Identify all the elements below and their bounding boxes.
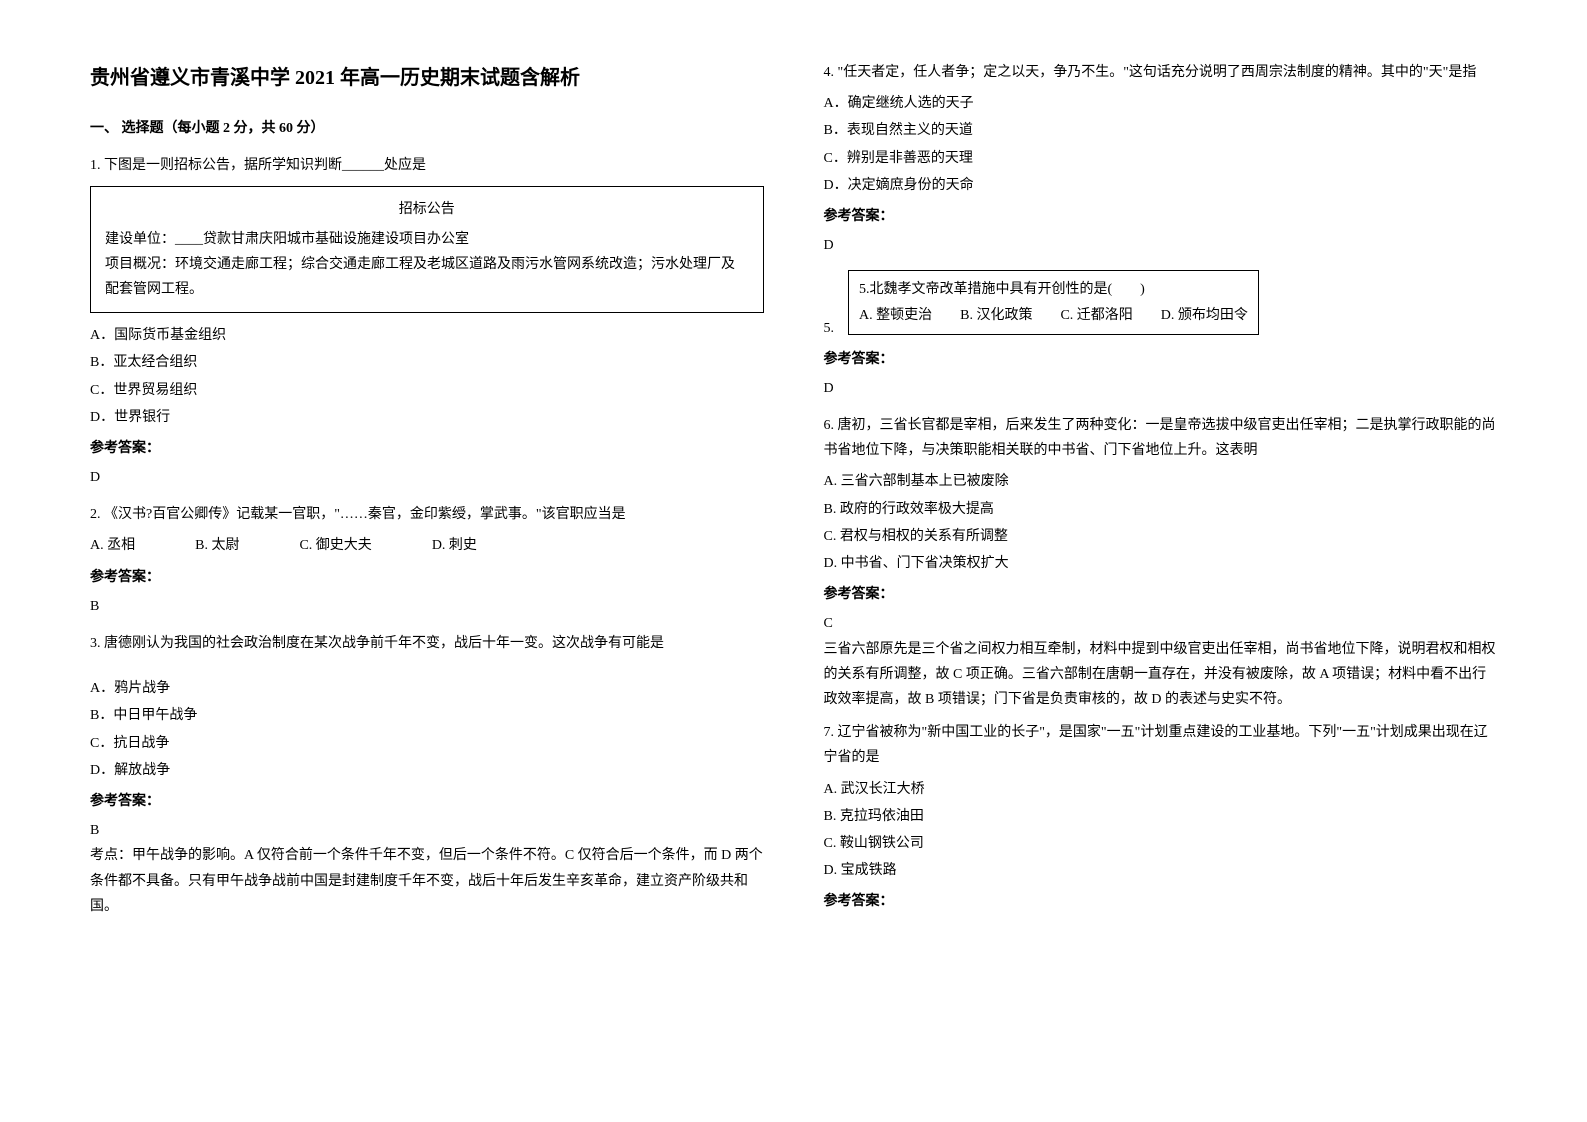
q4-options: A．确定继统人选的天子 B．表现自然主义的天道 C．辨别是非善恶的天理 D．决定… (824, 91, 1498, 198)
q2-opt-b: B. 太尉 (195, 533, 239, 558)
q2-options: A. 丞相 B. 太尉 C. 御史大夫 D. 刺史 (90, 533, 764, 558)
q1-answer-label: 参考答案： (90, 436, 764, 461)
q3-opt-b: B．中日甲午战争 (90, 703, 764, 728)
question-4: 4. "任天者定，任人者争；定之以天，争乃不生。"这句话充分说明了西周宗法制度的… (824, 60, 1498, 258)
q2-answer-label: 参考答案： (90, 565, 764, 590)
q6-options: A. 三省六部制基本上已被废除 B. 政府的行政效率极大提高 C. 君权与相权的… (824, 469, 1498, 576)
q3-answer-label: 参考答案： (90, 789, 764, 814)
q4-answer: D (824, 233, 1498, 258)
q3-opt-a: A．鸦片战争 (90, 676, 764, 701)
q4-answer-label: 参考答案： (824, 204, 1498, 229)
q5-answer: D (824, 376, 1498, 401)
q6-text: 6. 唐初，三省长官都是宰相，后来发生了两种变化：一是皇帝选拔中级官吏出任宰相；… (824, 413, 1498, 463)
q1-opt-a: A．国际货币基金组织 (90, 323, 764, 348)
q4-opt-c: C．辨别是非善恶的天理 (824, 146, 1498, 171)
q3-options: A．鸦片战争 B．中日甲午战争 C．抗日战争 D．解放战争 (90, 676, 764, 783)
right-column: 4. "任天者定，任人者争；定之以天，争乃不生。"这句话充分说明了西周宗法制度的… (824, 60, 1498, 927)
q1-answer: D (90, 465, 764, 490)
q5-box-line1: 5.北魏孝文帝改革措施中具有开创性的是( ) (859, 277, 1248, 302)
q3-answer: B (90, 818, 764, 843)
q1-notice-line1: 建设单位：____贷款甘肃庆阳城市基础设施建设项目办公室 (105, 227, 749, 252)
left-column: 贵州省遵义市青溪中学 2021 年高一历史期末试题含解析 一、 选择题（每小题 … (90, 60, 764, 927)
q5-box-line2: A. 整顿吏治 B. 汉化政策 C. 迁都洛阳 D. 颁布均田令 (859, 303, 1248, 328)
question-1: 1. 下图是一则招标公告，据所学知识判断______处应是 招标公告 建设单位：… (90, 153, 764, 490)
q4-opt-b: B．表现自然主义的天道 (824, 118, 1498, 143)
q7-options: A. 武汉长江大桥 B. 克拉玛依油田 C. 鞍山钢铁公司 D. 宝成铁路 (824, 777, 1498, 884)
q7-opt-a: A. 武汉长江大桥 (824, 777, 1498, 802)
q1-notice-box: 招标公告 建设单位：____贷款甘肃庆阳城市基础设施建设项目办公室 项目概况：环… (90, 186, 764, 313)
q3-explanation: 考点：甲午战争的影响。A 仅符合前一个条件千年不变，但后一个条件不符。C 仅符合… (90, 843, 764, 919)
question-3: 3. 唐德刚认为我国的社会政治制度在某次战争前千年不变，战后十年一变。这次战争有… (90, 631, 764, 919)
q6-answer: C (824, 611, 1498, 636)
q2-opt-a: A. 丞相 (90, 533, 135, 558)
q7-opt-c: C. 鞍山钢铁公司 (824, 831, 1498, 856)
q7-text: 7. 辽宁省被称为"新中国工业的长子"，是国家"一五"计划重点建设的工业基地。下… (824, 720, 1498, 770)
q7-answer-label: 参考答案： (824, 889, 1498, 914)
q6-opt-c: C. 君权与相权的关系有所调整 (824, 524, 1498, 549)
q7-opt-b: B. 克拉玛依油田 (824, 804, 1498, 829)
q1-options: A．国际货币基金组织 B．亚太经合组织 C．世界贸易组织 D．世界银行 (90, 323, 764, 430)
q6-explanation: 三省六部原先是三个省之间权力相互牵制，材料中提到中级官吏出任宰相，尚书省地位下降… (824, 637, 1498, 713)
question-7: 7. 辽宁省被称为"新中国工业的长子"，是国家"一五"计划重点建设的工业基地。下… (824, 720, 1498, 914)
question-2: 2. 《汉书?百官公卿传》记载某一官职，"……秦官，金印紫绶，掌武事。"该官职应… (90, 502, 764, 619)
section-header: 一、 选择题（每小题 2 分，共 60 分） (90, 116, 764, 141)
q4-text: 4. "任天者定，任人者争；定之以天，争乃不生。"这句话充分说明了西周宗法制度的… (824, 60, 1498, 85)
q2-opt-c: C. 御史大夫 (299, 533, 371, 558)
q1-opt-b: B．亚太经合组织 (90, 350, 764, 375)
q4-opt-a: A．确定继统人选的天子 (824, 91, 1498, 116)
q2-text: 2. 《汉书?百官公卿传》记载某一官职，"……秦官，金印紫绶，掌武事。"该官职应… (90, 502, 764, 527)
q3-text: 3. 唐德刚认为我国的社会政治制度在某次战争前千年不变，战后十年一变。这次战争有… (90, 631, 764, 656)
q6-opt-b: B. 政府的行政效率极大提高 (824, 497, 1498, 522)
q6-opt-a: A. 三省六部制基本上已被废除 (824, 469, 1498, 494)
q5-answer-label: 参考答案： (824, 347, 1498, 372)
document-title: 贵州省遵义市青溪中学 2021 年高一历史期末试题含解析 (90, 60, 764, 96)
question-5: 5. 5.北魏孝文帝改革措施中具有开创性的是( ) A. 整顿吏治 B. 汉化政… (824, 270, 1498, 401)
q1-notice-line2: 项目概况：环境交通走廊工程；综合交通走廊工程及老城区道路及雨污水管网系统改造；污… (105, 252, 749, 302)
q7-opt-d: D. 宝成铁路 (824, 858, 1498, 883)
q6-opt-d: D. 中书省、门下省决策权扩大 (824, 551, 1498, 576)
q3-opt-c: C．抗日战争 (90, 731, 764, 756)
q1-notice-title: 招标公告 (105, 197, 749, 222)
q1-opt-c: C．世界贸易组织 (90, 378, 764, 403)
q4-opt-d: D．决定嫡庶身份的天命 (824, 173, 1498, 198)
q1-text: 1. 下图是一则招标公告，据所学知识判断______处应是 (90, 153, 764, 178)
q6-answer-label: 参考答案： (824, 582, 1498, 607)
q2-answer: B (90, 594, 764, 619)
question-6: 6. 唐初，三省长官都是宰相，后来发生了两种变化：一是皇帝选拔中级官吏出任宰相；… (824, 413, 1498, 712)
q1-opt-d: D．世界银行 (90, 405, 764, 430)
q5-prefix: 5. (824, 316, 835, 341)
q2-opt-d: D. 刺史 (432, 533, 477, 558)
q5-box: 5.北魏孝文帝改革措施中具有开创性的是( ) A. 整顿吏治 B. 汉化政策 C… (848, 270, 1259, 334)
q3-opt-d: D．解放战争 (90, 758, 764, 783)
